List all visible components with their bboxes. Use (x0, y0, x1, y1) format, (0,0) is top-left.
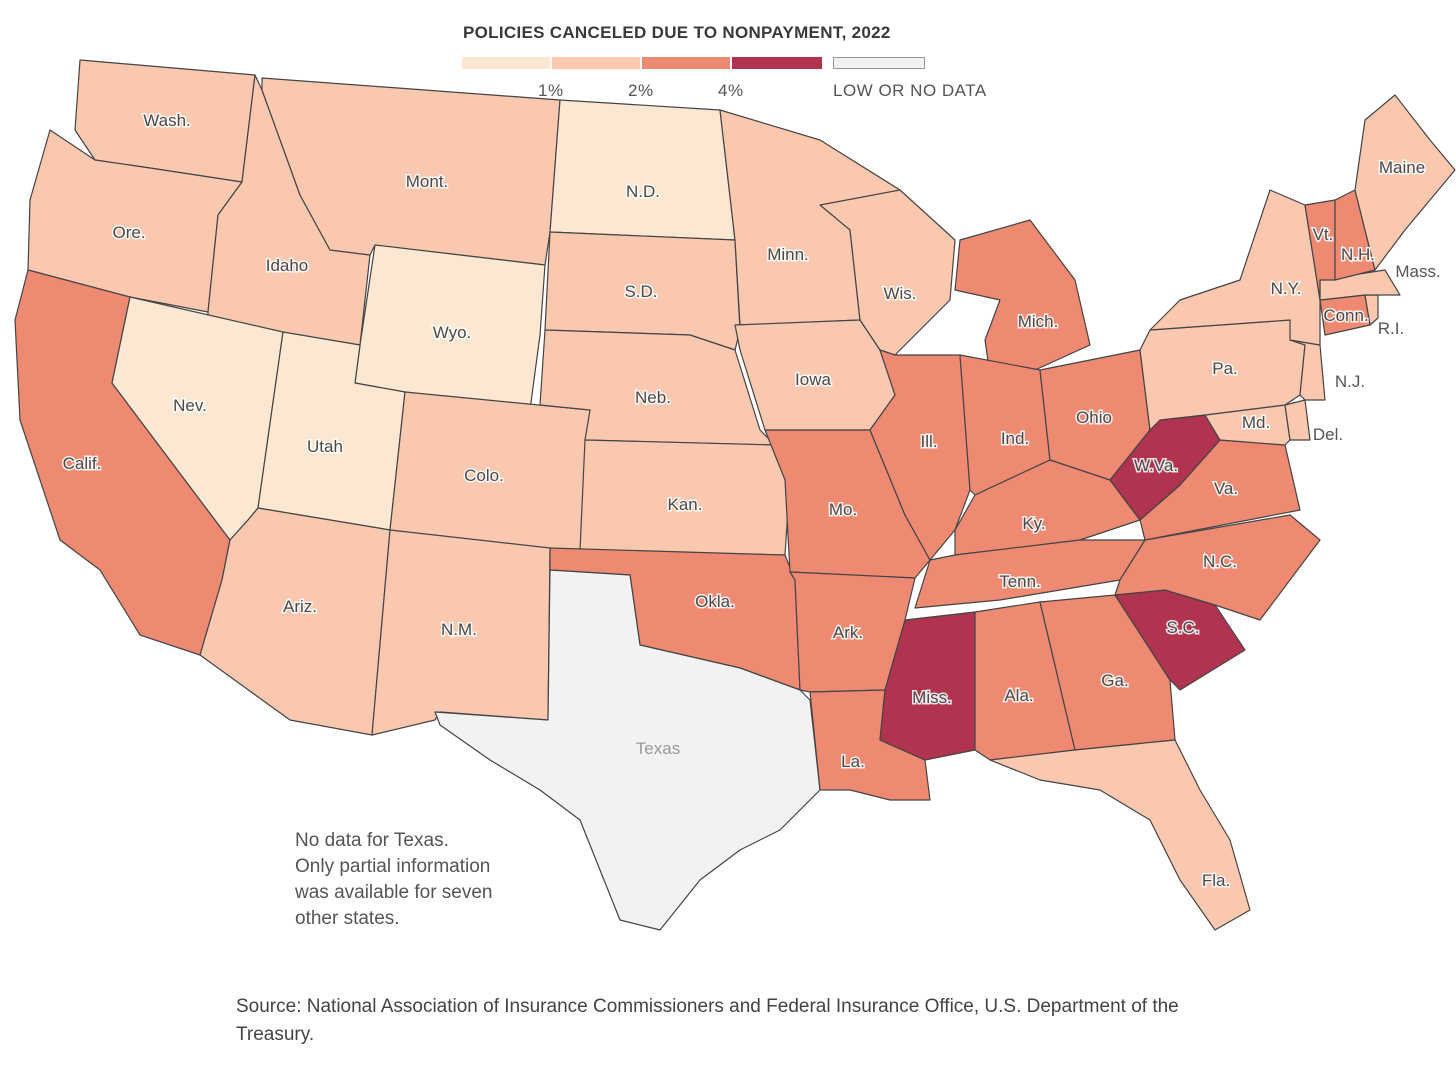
legend-bin-0 (462, 57, 550, 69)
state-ky (954, 459, 1141, 556)
state-label-mass: Mass. (1395, 262, 1440, 281)
legend-no-data-label: LOW OR NO DATA (833, 81, 987, 100)
note-line: other states. (295, 908, 400, 929)
state-label-texas: Texas (636, 739, 680, 758)
state-label-nev: Nev. (173, 396, 207, 415)
state-nd (549, 99, 736, 241)
state-label-ala: Ala. (1004, 686, 1033, 705)
state-label-tenn: Tenn. (999, 572, 1041, 591)
state-label-mo: Mo. (829, 500, 857, 519)
state-label-maine: Maine (1379, 158, 1425, 177)
state-label-nh: N.H. (1341, 245, 1375, 264)
state-label-wis: Wis. (883, 284, 916, 303)
state-label-ohio: Ohio (1076, 408, 1112, 427)
state-label-ark: Ark. (833, 623, 863, 642)
state-ill (869, 349, 971, 561)
state-label-utah: Utah (307, 437, 343, 456)
state-label-ill: Ill. (921, 432, 938, 451)
state-label-neb: Neb. (635, 388, 671, 407)
state-label-wva: W.Va. (1134, 456, 1178, 475)
legend-tick-2pct: 2% (628, 81, 654, 100)
state-label-ore: Ore. (112, 223, 145, 242)
state-label-vt: Vt. (1313, 225, 1334, 244)
state-maine (1354, 94, 1456, 271)
legend-tick-1pct: 1% (538, 81, 564, 100)
legend-title: POLICIES CANCELED DUE TO NONPAYMENT, 202… (463, 23, 891, 42)
state-label-okla: Okla. (695, 592, 735, 611)
state-label-nc: N.C. (1203, 552, 1237, 571)
state-label-conn: Conn. (1323, 306, 1368, 325)
state-label-ky: Ky. (1022, 514, 1045, 533)
state-label-pa: Pa. (1212, 359, 1238, 378)
state-mich (954, 219, 1091, 376)
legend-no-data-swatch (833, 57, 925, 69)
state-label-ind: Ind. (1001, 429, 1029, 448)
legend-bin-3 (732, 57, 822, 69)
legend-bin-2 (642, 57, 730, 69)
state-label-colo: Colo. (464, 466, 504, 485)
note-line: was available for seven (295, 882, 493, 903)
state-fla (989, 739, 1251, 931)
state-label-calif: Calif. (63, 454, 102, 473)
state-label-ga: Ga. (1101, 671, 1128, 690)
source-note: Source: National Association of Insuranc… (236, 996, 1179, 1045)
legend-tick-4pct: 4% (718, 81, 744, 100)
state-label-va: Va. (1214, 479, 1238, 498)
state-texas (434, 569, 821, 931)
state-label-minn: Minn. (767, 245, 809, 264)
legend-bin-1 (552, 57, 640, 69)
state-del (1284, 399, 1311, 441)
state-vt (1304, 199, 1336, 301)
state-nc (1114, 514, 1321, 621)
state-label-fla: Fla. (1202, 871, 1230, 890)
state-label-nm: N.M. (441, 620, 477, 639)
state-label-mont: Mont. (406, 172, 449, 191)
state-label-nj: N.J. (1335, 372, 1365, 391)
state-label-ny: N.Y. (1271, 279, 1302, 298)
state-label-iowa: Iowa (795, 370, 831, 389)
state-label-ariz: Ariz. (283, 597, 317, 616)
state-label-sc: S.C. (1166, 618, 1199, 637)
state-label-kan: Kan. (668, 495, 703, 514)
state-ga (1039, 594, 1176, 751)
state-label-miss: Miss. (912, 688, 952, 707)
state-label-nd: N.D. (626, 182, 660, 201)
state-label-md: Md. (1242, 413, 1270, 432)
note-line: No data for Texas. (295, 830, 449, 851)
state-ny (1149, 189, 1321, 346)
texas-note: No data for Texas. Only partial informat… (295, 828, 555, 932)
state-label-wash: Wash. (143, 111, 191, 130)
state-label-la: La. (841, 752, 865, 771)
state-label-sd: S.D. (624, 282, 657, 301)
state-label-idaho: Idaho (266, 256, 309, 275)
note-line: Only partial information (295, 856, 491, 877)
state-label-wyo: Wyo. (433, 323, 472, 342)
state-label-mich: Mich. (1018, 312, 1059, 331)
state-label-ri: R.I. (1378, 319, 1404, 338)
state-label-del: Del. (1313, 425, 1343, 444)
